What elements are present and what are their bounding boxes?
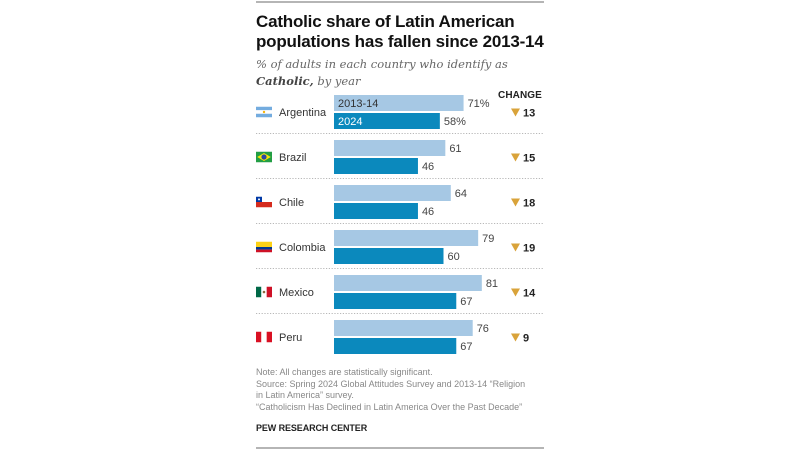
value-label: 64 bbox=[455, 188, 467, 200]
value-label: 76 bbox=[477, 323, 489, 335]
note-text: Note: All changes are statistically sign… bbox=[256, 367, 433, 377]
mexico-flag-icon bbox=[256, 286, 272, 298]
value-label: 81 bbox=[486, 278, 498, 290]
bar-peru-2024 bbox=[334, 338, 457, 354]
report-title: “Catholicism Has Declined in Latin Ameri… bbox=[256, 401, 523, 412]
peru-flag-icon bbox=[256, 331, 272, 343]
argentina-flag-icon bbox=[256, 106, 272, 118]
category-label-peru: Peru bbox=[279, 332, 302, 344]
bar-colombia-2024 bbox=[334, 248, 444, 264]
down-triangle-icon bbox=[511, 333, 520, 342]
bar-mexico-2024 bbox=[334, 293, 457, 309]
bar-chile-2024 bbox=[334, 203, 418, 219]
source-text-2: in Latin America” survey. bbox=[256, 390, 354, 400]
category-label-brazil: Brazil bbox=[279, 152, 307, 164]
value-label: 67 bbox=[460, 296, 472, 308]
change-value: 19 bbox=[523, 243, 535, 255]
value-label: 58% bbox=[444, 116, 466, 128]
brazil-flag-icon bbox=[256, 151, 272, 163]
top-rule bbox=[256, 1, 544, 3]
subtitle-prefix: % of adults in each country who identify… bbox=[256, 57, 508, 71]
legend-label-2013-14: 2013-14 bbox=[338, 98, 378, 110]
value-label: 67 bbox=[460, 341, 472, 353]
subtitle-suffix: by year bbox=[313, 74, 361, 88]
value-label: 46 bbox=[422, 206, 434, 218]
change-value: 15 bbox=[523, 153, 535, 165]
category-label-colombia: Colombia bbox=[279, 242, 326, 254]
change-value: 14 bbox=[523, 288, 536, 300]
bar-argentina-2013-14 bbox=[334, 95, 464, 111]
bar-brazil-2024 bbox=[334, 158, 418, 174]
down-triangle-icon bbox=[511, 243, 520, 252]
chart-notes: Note: All changes are statistically sign… bbox=[256, 367, 556, 413]
bar-argentina-2024 bbox=[334, 113, 440, 129]
change-value: 13 bbox=[523, 108, 535, 120]
down-triangle-icon bbox=[511, 153, 520, 162]
category-label-mexico: Mexico bbox=[279, 287, 314, 299]
down-triangle-icon bbox=[511, 198, 520, 207]
value-label: 60 bbox=[448, 251, 460, 263]
source-text-1: Source: Spring 2024 Global Attitudes Sur… bbox=[256, 378, 526, 389]
bar-mexico-2013-14 bbox=[334, 275, 482, 291]
chile-flag-icon bbox=[256, 196, 272, 208]
down-triangle-icon bbox=[511, 108, 520, 117]
category-label-chile: Chile bbox=[279, 197, 304, 209]
value-label: 61 bbox=[449, 143, 461, 155]
colombia-flag-icon bbox=[256, 241, 272, 253]
down-triangle-icon bbox=[511, 288, 520, 297]
chart-subtitle: % of adults in each country who identify… bbox=[256, 56, 546, 90]
change-value: 9 bbox=[523, 333, 529, 345]
bar-chile-2013-14 bbox=[334, 185, 451, 201]
bar-brazil-2013-14 bbox=[334, 140, 446, 156]
pew-logo-text: PEW RESEARCH CENTER bbox=[256, 423, 368, 433]
bar-colombia-2013-14 bbox=[334, 230, 479, 246]
bar-peru-2013-14 bbox=[334, 320, 473, 336]
category-label-argentina: Argentina bbox=[279, 107, 327, 119]
legend-label-2024: 2024 bbox=[338, 116, 362, 128]
value-label: 71% bbox=[468, 98, 490, 110]
bottom-rule bbox=[256, 447, 544, 449]
value-label: 46 bbox=[422, 161, 434, 173]
value-label: 79 bbox=[482, 233, 494, 245]
change-column-header: CHANGE bbox=[498, 90, 542, 101]
chart-title: Catholic share of Latin American populat… bbox=[256, 12, 544, 51]
change-value: 18 bbox=[523, 198, 535, 210]
subtitle-bold: Catholic, bbox=[256, 74, 314, 88]
